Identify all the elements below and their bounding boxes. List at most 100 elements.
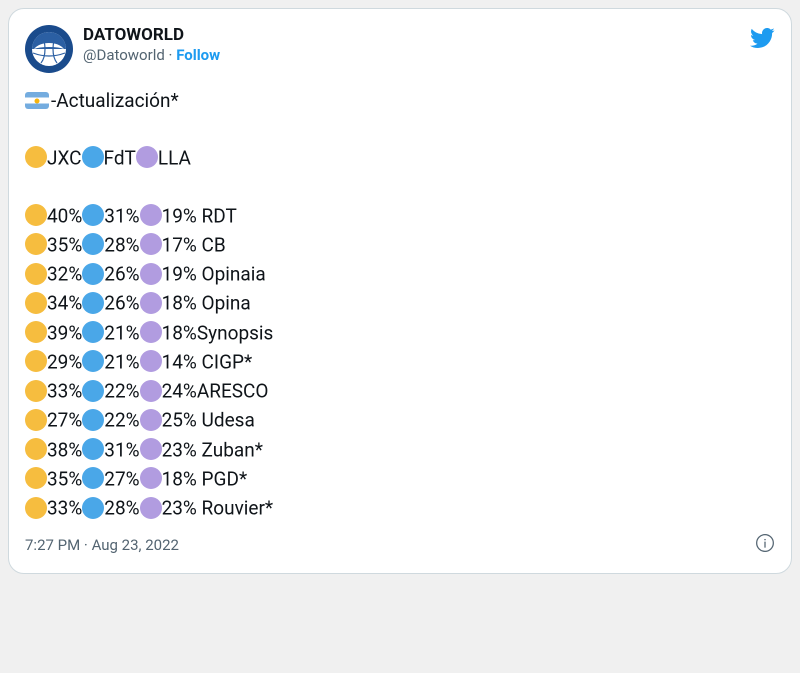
- lla-value: 17%: [162, 234, 197, 257]
- lla-value: 24%: [162, 380, 197, 403]
- poll-source: PGD*: [197, 468, 247, 491]
- display-name[interactable]: DATOWORLD: [83, 25, 220, 46]
- poll-source: RDT: [197, 204, 237, 227]
- lla-dot-icon: [140, 350, 162, 372]
- legend-label-jxc: JXC: [47, 147, 82, 170]
- lla-value: 19%: [162, 204, 197, 227]
- lla-value: 18%: [162, 321, 197, 344]
- poll-source: Zuban*: [197, 438, 263, 461]
- legend-dot-jxc: [25, 146, 47, 168]
- headline: -Actualización*: [25, 87, 775, 116]
- poll-row: 33%28%23% Rouvier*: [25, 494, 775, 523]
- lla-value: 18%: [162, 468, 197, 491]
- poll-row: 29% 21% 14% CIGP*: [25, 348, 775, 377]
- headline-text: -Actualización*: [51, 89, 179, 112]
- poll-source: ARESCO: [197, 380, 269, 403]
- lla-dot-icon: [140, 467, 162, 489]
- jxc-value: 34%: [47, 292, 82, 315]
- handle-line: @Datoworld Follow: [83, 46, 220, 65]
- globe-icon: [29, 29, 69, 69]
- lla-value: 19%: [162, 263, 197, 286]
- lla-value: 18%: [162, 292, 197, 315]
- poll-source: Opina: [197, 292, 251, 315]
- lla-value: 14%: [162, 351, 197, 374]
- jxc-value: 40%: [47, 204, 82, 227]
- poll-row: 27%22%25% Udesa: [25, 406, 775, 435]
- fdt-value: 22%: [104, 409, 139, 432]
- jxc-dot-icon: [25, 204, 47, 226]
- jxc-value: 38%: [47, 438, 82, 461]
- info-icon[interactable]: [755, 533, 775, 557]
- jxc-value: 39%: [47, 321, 82, 344]
- jxc-dot-icon: [25, 380, 47, 402]
- poll-source: Udesa: [197, 409, 255, 432]
- jxc-value: 33%: [47, 497, 82, 520]
- jxc-value: 33%: [47, 380, 82, 403]
- legend-dot-fdt: [82, 146, 104, 168]
- fdt-value: 31%: [104, 438, 139, 461]
- fdt-dot-icon: [82, 438, 104, 460]
- jxc-dot-icon: [25, 350, 47, 372]
- jxc-dot-icon: [25, 497, 47, 519]
- jxc-value: 32%: [47, 263, 82, 286]
- fdt-value: 28%: [104, 497, 139, 520]
- poll-row: 39% 21% 18%Synopsis: [25, 319, 775, 348]
- jxc-dot-icon: [25, 263, 47, 285]
- flag-argentina-icon: [25, 92, 49, 109]
- jxc-dot-icon: [25, 409, 47, 431]
- timestamp[interactable]: 7:27 PM · Aug 23, 2022: [25, 536, 179, 554]
- lla-dot-icon: [140, 380, 162, 402]
- jxc-value: 35%: [47, 468, 82, 491]
- poll-list: 40% 31% 19% RDT 35% 28% 17% CB 32% 26% 19% Opina…: [25, 202, 775, 524]
- jxc-value: 29%: [47, 351, 82, 374]
- fdt-value: 31%: [104, 204, 139, 227]
- poll-row: 35% 27% 18% PGD*: [25, 465, 775, 494]
- lla-dot-icon: [140, 438, 162, 460]
- poll-row: 38% 31% 23% Zuban*: [25, 436, 775, 465]
- legend-label-fdt: FdT: [104, 147, 136, 170]
- legend-label-lla: LLA: [158, 147, 191, 170]
- fdt-dot-icon: [82, 350, 104, 372]
- user-block: DATOWORLD @Datoworld Follow: [83, 25, 220, 65]
- fdt-dot-icon: [82, 321, 104, 343]
- handle[interactable]: @Datoworld: [83, 46, 165, 64]
- lla-value: 23%: [162, 438, 197, 461]
- tweet-card: DATOWORLD @Datoworld Follow -Actualizació…: [8, 8, 792, 574]
- fdt-value: 22%: [104, 380, 139, 403]
- fdt-value: 26%: [104, 263, 139, 286]
- lla-dot-icon: [140, 233, 162, 255]
- poll-source: CIGP*: [197, 351, 252, 374]
- jxc-dot-icon: [25, 321, 47, 343]
- lla-value: 23%: [162, 497, 197, 520]
- fdt-dot-icon: [82, 467, 104, 489]
- poll-row: 40% 31% 19% RDT: [25, 202, 775, 231]
- jxc-dot-icon: [25, 292, 47, 314]
- lla-dot-icon: [140, 321, 162, 343]
- jxc-value: 35%: [47, 234, 82, 257]
- jxc-dot-icon: [25, 467, 47, 489]
- avatar[interactable]: [25, 25, 73, 73]
- poll-row: 34%26%18% Opina: [25, 289, 775, 318]
- legend: JXC FdT LLA: [25, 144, 775, 173]
- lla-dot-icon: [140, 263, 162, 285]
- fdt-dot-icon: [82, 409, 104, 431]
- poll-row: 33% 22% 24%ARESCO: [25, 377, 775, 406]
- poll-source: Synopsis: [197, 321, 274, 344]
- tweet-body: -Actualización* JXC FdT LLA 40% 31% 19% RDT 3…: [25, 87, 775, 523]
- tweet-footer: 7:27 PM · Aug 23, 2022: [25, 533, 775, 557]
- poll-source: CB: [197, 234, 226, 257]
- legend-dot-lla: [136, 146, 158, 168]
- tweet-header: DATOWORLD @Datoworld Follow: [25, 25, 775, 73]
- jxc-dot-icon: [25, 438, 47, 460]
- fdt-value: 21%: [104, 321, 139, 344]
- fdt-value: 21%: [104, 351, 139, 374]
- lla-dot-icon: [140, 204, 162, 226]
- twitter-logo-icon[interactable]: [749, 25, 775, 55]
- follow-link[interactable]: Follow: [176, 46, 220, 64]
- jxc-dot-icon: [25, 233, 47, 255]
- fdt-dot-icon: [82, 233, 104, 255]
- lla-dot-icon: [140, 409, 162, 431]
- poll-row: 32% 26% 19% Opinaia: [25, 260, 775, 289]
- poll-source: Opinaia: [197, 263, 266, 286]
- fdt-value: 27%: [104, 468, 139, 491]
